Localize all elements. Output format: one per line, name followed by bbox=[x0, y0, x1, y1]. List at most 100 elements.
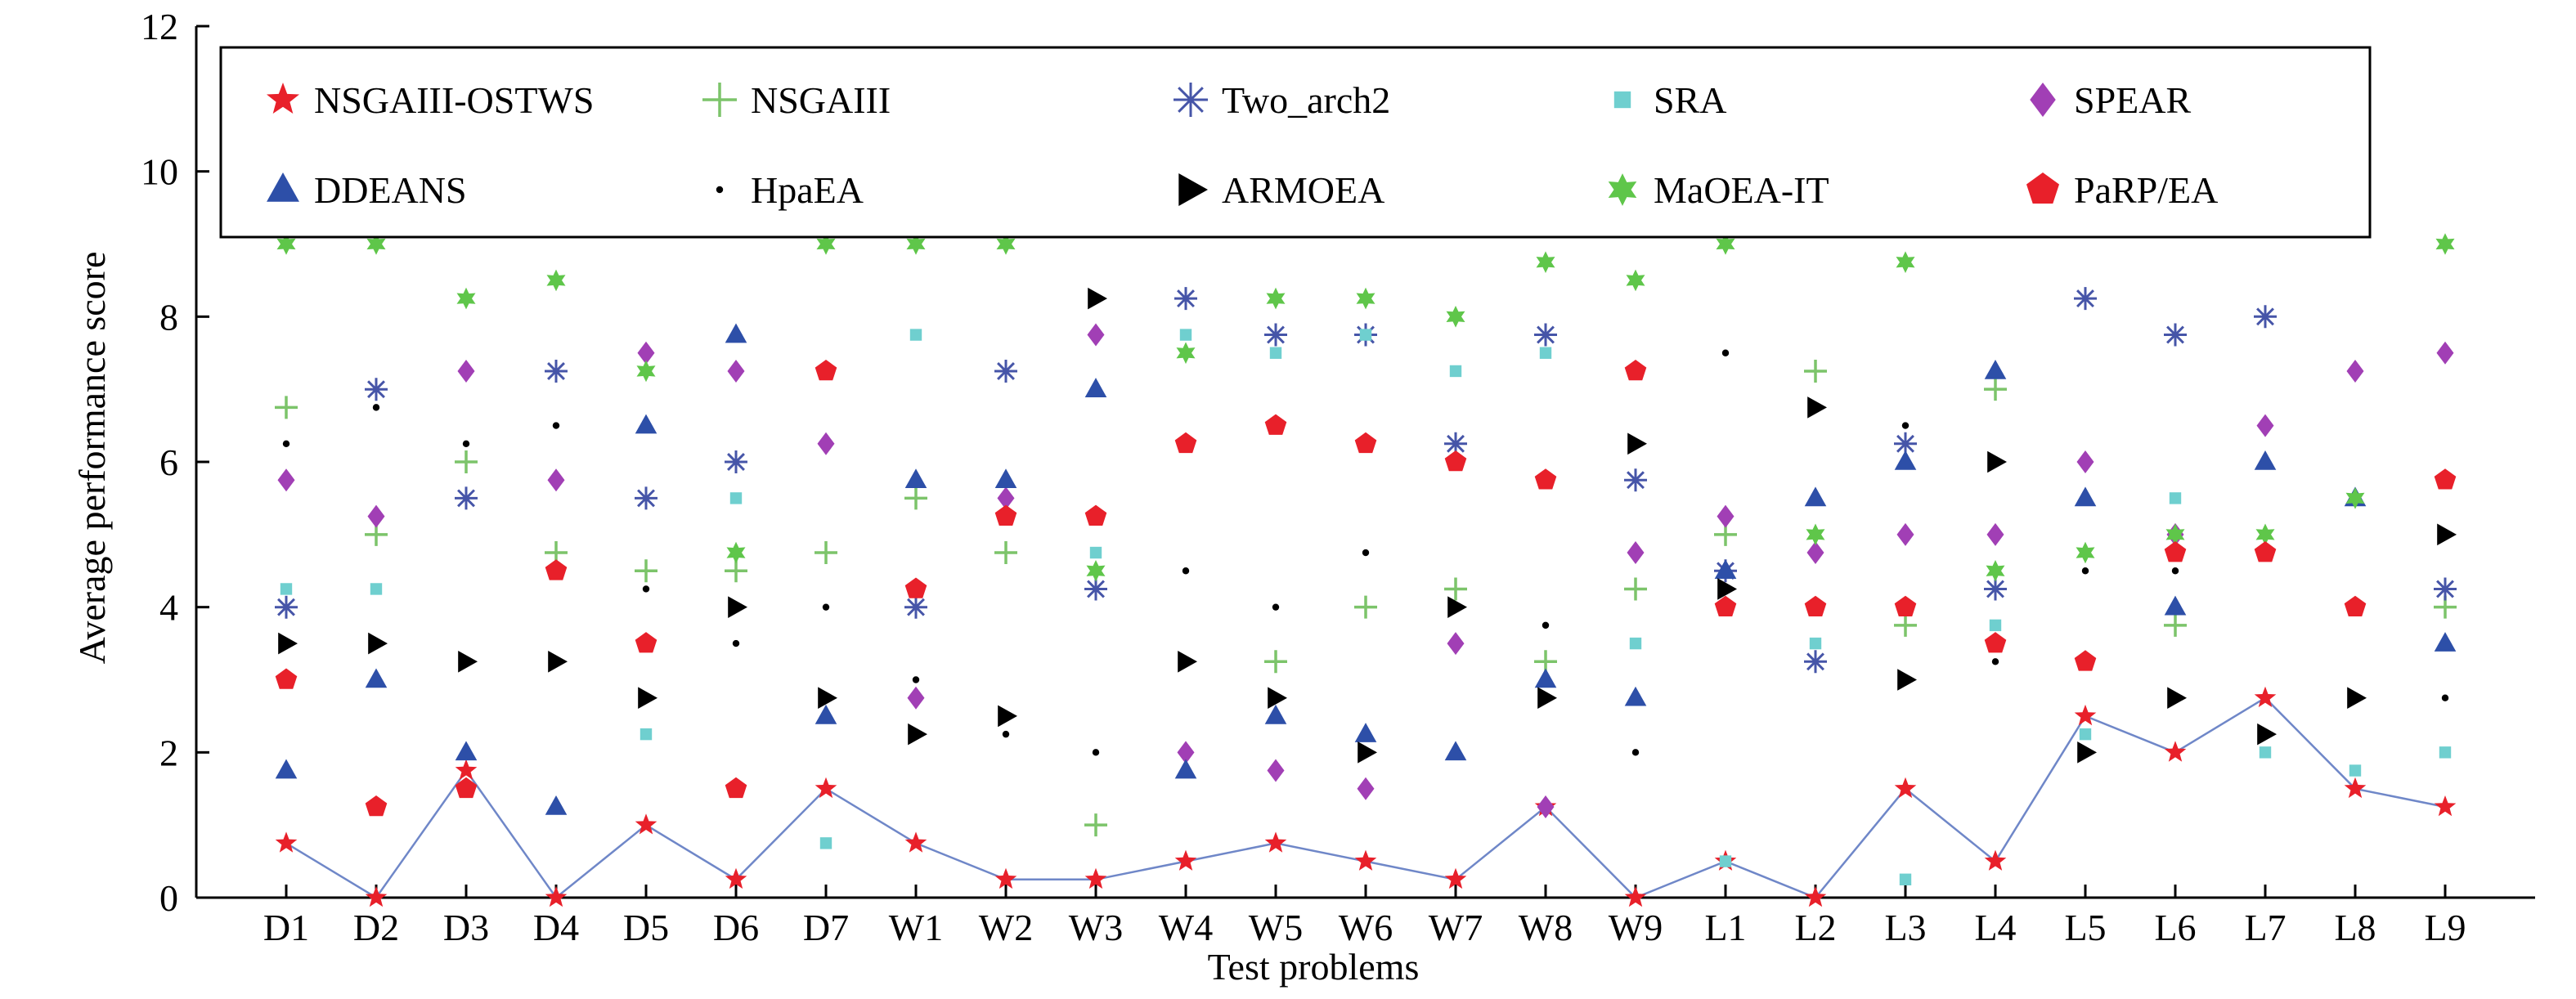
data-point bbox=[1626, 269, 1645, 292]
data-point bbox=[1182, 567, 1190, 575]
data-point bbox=[275, 595, 298, 619]
data-point bbox=[1444, 432, 1467, 455]
data-point bbox=[1714, 595, 1737, 616]
data-point bbox=[1354, 595, 1377, 619]
data-point bbox=[1807, 396, 1827, 419]
data-point bbox=[906, 233, 926, 255]
data-point bbox=[1804, 486, 1827, 507]
data-point bbox=[546, 269, 566, 292]
data-point bbox=[1631, 749, 1640, 756]
data-point bbox=[1809, 637, 1822, 650]
data-point bbox=[1894, 777, 1917, 799]
data-point bbox=[2171, 567, 2179, 575]
data-point bbox=[2434, 577, 2457, 601]
data-point bbox=[638, 687, 657, 710]
data-point bbox=[994, 360, 1017, 383]
data-point bbox=[1534, 468, 1557, 490]
data-point bbox=[2347, 687, 2367, 710]
data-point bbox=[368, 632, 388, 655]
series-group bbox=[275, 686, 2457, 907]
data-point bbox=[2349, 764, 2362, 777]
legend-marker bbox=[2026, 172, 2059, 204]
legend-label: HpaEA bbox=[751, 169, 864, 211]
y-tick-label: 2 bbox=[159, 732, 178, 773]
data-point bbox=[1447, 632, 1465, 656]
data-point bbox=[462, 440, 470, 447]
data-point bbox=[994, 468, 1017, 489]
x-axis-ticks: D1 D2 D3 D4 D5 D6 D7 W1 W2 W3 W4 W5 W6 W7 W8 W9 L1 L2 L3 L4… bbox=[263, 885, 2466, 948]
data-point bbox=[1444, 450, 1467, 472]
data-point bbox=[2074, 486, 2097, 507]
data-point bbox=[817, 432, 835, 455]
data-point bbox=[458, 650, 478, 673]
data-point bbox=[904, 577, 927, 598]
data-point bbox=[1629, 637, 1642, 650]
data-point bbox=[1804, 886, 1827, 907]
data-point bbox=[994, 504, 1017, 526]
data-point bbox=[729, 492, 743, 504]
data-point bbox=[635, 813, 657, 835]
data-point bbox=[2164, 613, 2187, 637]
legend-marker bbox=[267, 83, 299, 114]
data-point bbox=[815, 704, 837, 724]
data-point bbox=[819, 837, 832, 849]
data-point bbox=[1354, 849, 1377, 871]
data-point bbox=[2164, 741, 2187, 762]
data-point bbox=[365, 378, 388, 401]
series-group bbox=[275, 323, 2457, 815]
data-point bbox=[1806, 523, 1825, 546]
data-point bbox=[732, 639, 740, 647]
data-point bbox=[1174, 432, 1197, 454]
data-point bbox=[1542, 621, 1550, 629]
data-point bbox=[1991, 658, 1999, 665]
legend-marker bbox=[2030, 83, 2056, 117]
data-point bbox=[904, 595, 927, 619]
data-point bbox=[1362, 549, 1370, 557]
legend-label: NSGAIII bbox=[751, 79, 891, 121]
data-point bbox=[1084, 577, 1107, 601]
data-point bbox=[280, 583, 293, 595]
y-tick-label: 0 bbox=[159, 877, 178, 919]
series-group bbox=[276, 233, 2455, 582]
data-point bbox=[1087, 323, 1105, 347]
data-point bbox=[275, 668, 298, 689]
data-point bbox=[908, 723, 927, 746]
data-point bbox=[2074, 650, 2097, 671]
x-tick-label: W8 bbox=[1519, 907, 1573, 948]
data-point bbox=[1624, 686, 1647, 706]
data-point bbox=[1721, 349, 1730, 356]
data-point bbox=[637, 341, 655, 365]
data-point bbox=[366, 233, 386, 255]
data-point bbox=[2254, 686, 2277, 707]
legend-marker bbox=[1174, 83, 1208, 117]
y-tick-label: 8 bbox=[159, 296, 178, 338]
data-point bbox=[996, 233, 1016, 255]
data-point bbox=[642, 585, 650, 593]
data-point bbox=[1444, 577, 1467, 601]
data-point bbox=[455, 450, 478, 473]
data-point bbox=[2255, 523, 2275, 546]
data-point bbox=[2074, 704, 2097, 726]
x-tick-label: L7 bbox=[2244, 907, 2286, 948]
data-point bbox=[1804, 359, 1827, 383]
data-point bbox=[2254, 541, 2277, 562]
series-group bbox=[278, 287, 2457, 764]
data-point bbox=[822, 603, 830, 611]
data-point bbox=[1537, 795, 1555, 818]
data-point bbox=[815, 541, 837, 565]
data-point bbox=[2164, 595, 2187, 616]
legend-box bbox=[219, 46, 2372, 239]
data-point bbox=[909, 329, 922, 341]
data-point bbox=[1986, 522, 2004, 546]
data-point bbox=[726, 541, 746, 564]
x-tick-label: D4 bbox=[533, 907, 579, 948]
legend-label: Two_arch2 bbox=[1222, 79, 1390, 121]
data-point bbox=[635, 632, 657, 653]
x-tick-label: D1 bbox=[263, 907, 309, 948]
data-point bbox=[1444, 741, 1467, 761]
data-point bbox=[1899, 873, 1912, 885]
y-tick-label: 4 bbox=[159, 587, 178, 629]
y-tick-label: 6 bbox=[159, 441, 178, 483]
x-tick-label: L3 bbox=[1884, 907, 1926, 948]
